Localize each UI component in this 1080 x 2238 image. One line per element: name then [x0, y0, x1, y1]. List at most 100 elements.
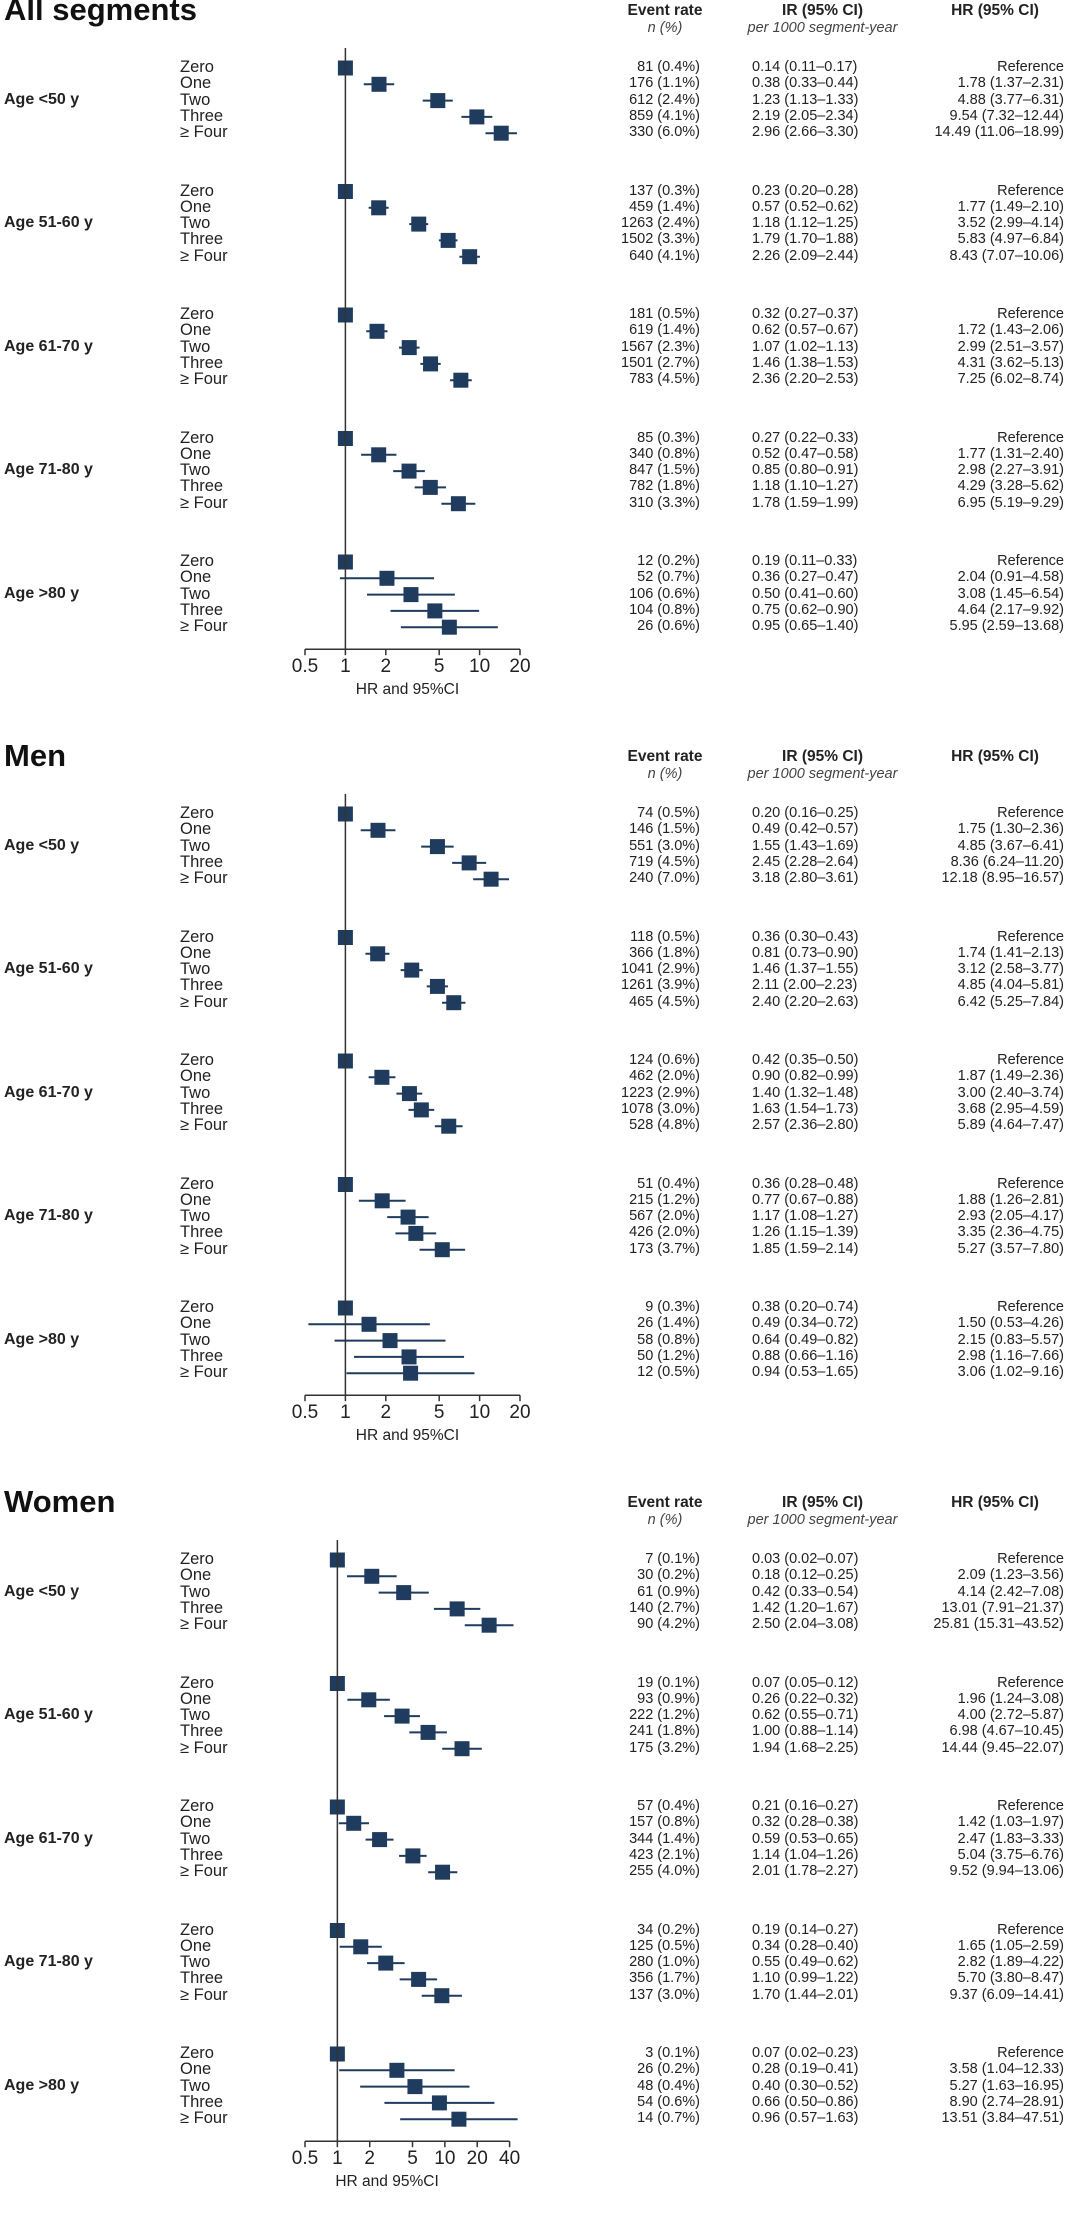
event-rate-value: 125 (0.5%) [629, 1937, 700, 1954]
category-label: One [180, 1813, 212, 1832]
x-tick-label: 0.5 [291, 2148, 319, 2170]
event-rate-value: 1078 (3.0%) [621, 1100, 700, 1117]
hr-marker [481, 1617, 497, 1633]
category-label: One [180, 2060, 212, 2079]
ir-value: 0.49 (0.42–0.57) [752, 821, 859, 838]
ir-value: 0.95 (0.65–1.40) [752, 618, 859, 635]
age-group-label: Age <50 y [4, 1582, 80, 1600]
ir-value: 1.07 (1.02–1.13) [752, 338, 859, 355]
hr-marker [396, 1585, 412, 1601]
event-rate-value: 280 (1.0%) [629, 1954, 700, 1971]
event-rate-value: 612 (2.4%) [629, 91, 700, 108]
hr-marker [446, 995, 462, 1011]
hr-marker [483, 871, 499, 887]
ir-value: 0.26 (0.22–0.32) [752, 1690, 859, 1707]
ir-value: 0.42 (0.35–0.50) [752, 1052, 859, 1068]
event-rate-value: 1041 (2.9%) [621, 961, 700, 978]
ir-value: 0.34 (0.28–0.40) [752, 1937, 859, 1954]
category-label: Two [180, 1207, 211, 1226]
hr-marker [430, 93, 446, 109]
hr-value: 3.68 (2.95–4.59) [957, 1100, 1064, 1117]
event-rate-value: 423 (2.1%) [629, 1846, 700, 1863]
hr-marker [441, 1118, 457, 1134]
ir-value: 1.42 (1.20–1.67) [752, 1599, 859, 1616]
x-tick-label: 1 [332, 2148, 343, 2170]
event-rate-value: 12 (0.5%) [637, 1364, 700, 1381]
hr-marker [379, 570, 395, 586]
hr-value: 5.70 (3.80–8.47) [957, 1970, 1064, 1987]
category-label: ≥ Four [180, 992, 228, 1011]
forest-plot-area [304, 48, 521, 656]
ir-value: 1.46 (1.38–1.53) [752, 354, 859, 371]
hr-marker [469, 109, 485, 125]
category-label: Two [180, 1083, 211, 1102]
hr-value: 1.42 (1.03–1.97) [957, 1814, 1064, 1831]
hr-value: 4.85 (4.04–5.81) [957, 977, 1064, 994]
hr-value: Reference [997, 1052, 1064, 1068]
event-rate-value: 173 (3.7%) [629, 1240, 700, 1257]
category-label: ≥ Four [180, 493, 228, 512]
hr-marker [435, 1864, 451, 1880]
event-rate-value: 551 (3.0%) [629, 837, 700, 854]
forest-plot-area [304, 1540, 518, 2148]
hr-value: 8.43 (7.07–10.06) [949, 247, 1064, 264]
hr-marker [403, 587, 419, 603]
category-label: Zero [180, 1298, 214, 1316]
hr-value: 9.37 (6.09–14.41) [949, 1986, 1064, 2003]
x-tick-label: 10 [469, 656, 491, 678]
category-label: ≥ Four [180, 246, 228, 265]
event-rate-value: 7 (0.1%) [645, 1551, 700, 1567]
event-rate-value: 137 (0.3%) [629, 182, 700, 199]
panel-title: Women [4, 1484, 116, 1519]
hr-marker [420, 1724, 436, 1740]
x-tick-label: 1 [340, 1402, 351, 1424]
event-rate-value: 255 (4.0%) [629, 1863, 700, 1880]
event-rate-value: 782 (1.8%) [629, 478, 700, 495]
hr-value: 8.36 (6.24–11.20) [950, 853, 1064, 870]
age-group-label: Age 51-60 y [4, 1706, 93, 1724]
event-rate-value: 619 (1.4%) [629, 322, 700, 339]
event-rate-value: 222 (1.2%) [629, 1707, 700, 1724]
hr-value: 1.50 (0.53–4.26) [957, 1315, 1064, 1332]
age-group-label: Age <50 y [4, 836, 80, 854]
category-label: One [180, 1314, 212, 1333]
hr-marker [431, 2095, 447, 2111]
ir-value: 0.27 (0.22–0.33) [752, 429, 859, 446]
hr-value: 2.04 (0.91–4.58) [957, 569, 1064, 586]
event-rate-value: 81 (0.4%) [637, 59, 700, 75]
event-rate-value: 847 (1.5%) [629, 462, 700, 479]
event-rate-header: Event rate n (%) [627, 748, 703, 782]
ir-value: 0.36 (0.28–0.48) [752, 1175, 859, 1192]
age-group-label: Age >80 y [4, 584, 80, 602]
category-label: Three [180, 1845, 224, 1864]
age-group-label: Age 61-70 y [4, 1083, 93, 1101]
category-label: Three [180, 852, 224, 871]
category-label: Zero [180, 804, 214, 822]
hr-value: Reference [997, 805, 1064, 821]
event-rate-value: 859 (4.1%) [629, 107, 700, 124]
category-label: Zero [180, 1920, 214, 1939]
event-rate-value: 26 (1.4%) [637, 1315, 700, 1332]
ir-value: 0.90 (0.82–0.99) [752, 1068, 859, 1085]
event-rate-value: 3 (0.1%) [645, 2045, 700, 2061]
category-label: Zero [180, 305, 214, 323]
ir-value: 0.64 (0.49–0.82) [752, 1331, 859, 1348]
hr-marker [408, 1225, 424, 1241]
event-rate-value: 58 (0.8%) [637, 1331, 700, 1348]
hr-value: 14.44 (9.45–22.07) [941, 1739, 1064, 1756]
event-rate-value: 140 (2.7%) [629, 1599, 700, 1616]
event-rate-value: 30 (0.2%) [637, 1567, 700, 1584]
event-rate-value: 106 (0.6%) [629, 585, 700, 602]
category-label: Two [180, 1706, 211, 1725]
hr-marker [434, 1988, 450, 2004]
hr-value: 2.15 (0.83–5.57) [957, 1331, 1064, 1348]
event-rate-value: 61 (0.9%) [637, 1583, 700, 1600]
x-tick-label: 20 [509, 1402, 531, 1424]
event-rate-value: 783 (4.5%) [629, 371, 700, 388]
event-rate-value: 19 (0.1%) [637, 1674, 700, 1691]
x-tick-label: 10 [434, 2148, 456, 2170]
hr-marker [369, 323, 385, 339]
hr-marker [401, 1349, 417, 1365]
hr-marker [429, 839, 445, 855]
